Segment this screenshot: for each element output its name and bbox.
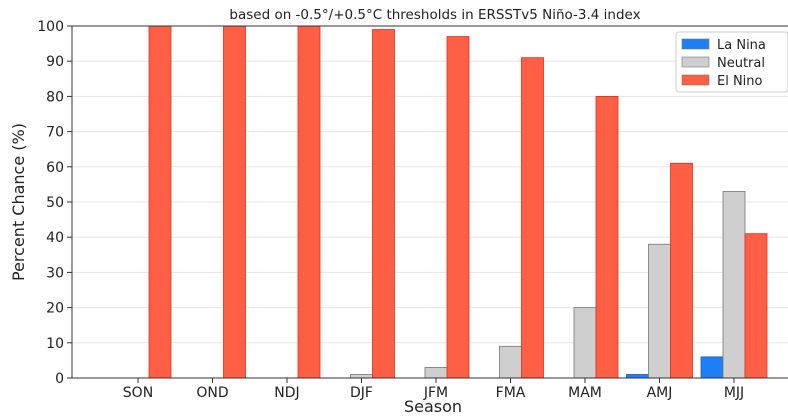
bar-el-nino-ond — [223, 25, 246, 379]
bar-la-nina-amj — [626, 374, 649, 379]
legend: La Nina Neutral El Nino — [675, 31, 788, 93]
legend-swatch-neutral — [681, 56, 710, 68]
y-tick-label: 30 — [46, 265, 64, 281]
bar-neutral-mjj — [722, 191, 746, 379]
legend-label-neutral: Neutral — [717, 56, 765, 71]
y-axis: 0 10 20 30 40 50 60 70 80 90 100 — [37, 19, 72, 387]
y-axis-label: Percent Chance (%) — [9, 123, 28, 281]
y-tick-label: 0 — [55, 371, 64, 387]
y-tick-label: 90 — [46, 54, 64, 70]
bar-el-nino-son — [148, 25, 172, 379]
bar-el-nino-djf — [372, 29, 395, 379]
bar-neutral-amj — [648, 243, 671, 379]
legend-label-la-nina: La Nina — [717, 38, 766, 53]
legend-label-el-nino: El Nino — [717, 74, 763, 89]
x-tick-label: JFM — [423, 385, 448, 401]
bar-el-nino-ndj — [297, 25, 321, 379]
x-tick-label: NDJ — [274, 385, 299, 401]
x-tick-label: AMJ — [647, 385, 673, 401]
bar-neutral-mam — [573, 307, 597, 379]
x-axis: SON OND NDJ DJF JFM FMA MAM AMJ MJJ — [123, 378, 744, 401]
y-tick-label: 80 — [46, 89, 64, 105]
x-tick-label: OND — [196, 385, 228, 401]
bar-el-nino-mam — [595, 96, 619, 379]
x-tick-label: MJJ — [724, 385, 744, 401]
bar-neutral-fma — [499, 345, 522, 379]
bar-el-nino-amj — [670, 162, 693, 379]
x-tick-label: SON — [123, 385, 153, 401]
bars — [104, 25, 768, 379]
bar-el-nino-mjj — [744, 233, 768, 379]
bar-el-nino-fma — [521, 57, 544, 379]
legend-swatch-el-nino — [681, 74, 710, 86]
bar-neutral-jfm — [424, 367, 448, 379]
y-tick-label: 100 — [37, 19, 64, 35]
x-tick-label: FMA — [496, 385, 526, 401]
x-tick-label: DJF — [350, 385, 373, 401]
y-tick-label: 60 — [46, 160, 64, 176]
bar-el-nino-jfm — [446, 36, 470, 379]
legend-swatch-la-nina — [681, 38, 710, 50]
x-axis-label: Season — [404, 397, 462, 416]
y-tick-label: 70 — [46, 125, 64, 141]
y-tick-label: 10 — [46, 336, 64, 352]
chart-title: based on -0.5°/+0.5°C thresholds in ERSS… — [229, 7, 640, 23]
y-tick-label: 20 — [46, 301, 64, 317]
plot-frame — [71, 25, 788, 379]
bar-la-nina-mjj — [700, 356, 724, 379]
bar-neutral-djf — [350, 374, 373, 379]
y-tick-label: 40 — [46, 230, 64, 246]
y-tick-label: 50 — [46, 195, 64, 211]
x-tick-label: MAM — [568, 385, 602, 401]
